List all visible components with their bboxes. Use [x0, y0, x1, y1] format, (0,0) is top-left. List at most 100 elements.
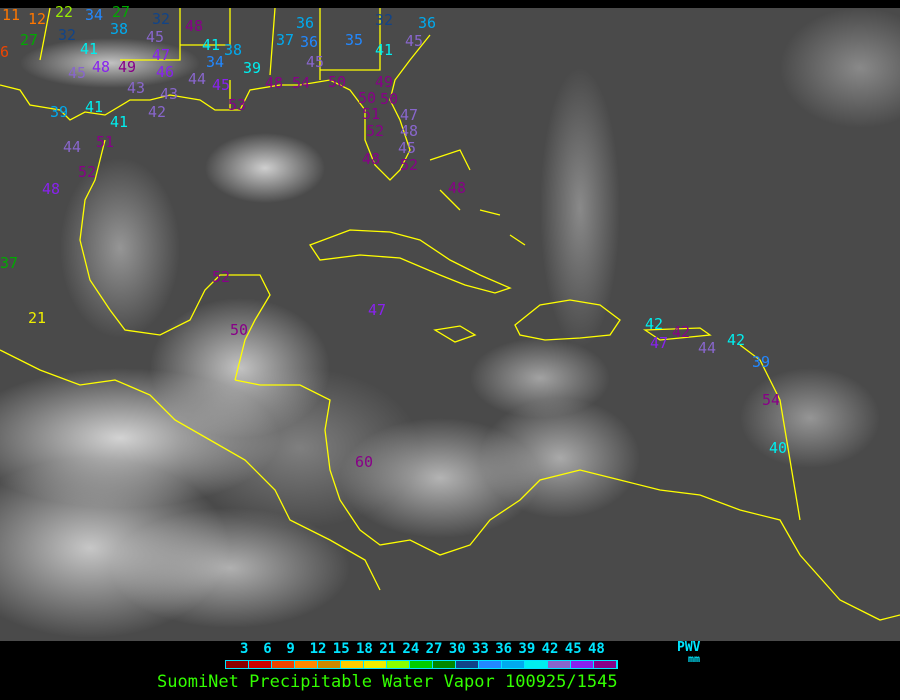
station-pwv-value: 39 — [752, 353, 771, 371]
legend-tick: 48 — [588, 641, 605, 657]
station-pwv-value: 41 — [202, 36, 221, 54]
station-pwv-value: 36 — [296, 14, 315, 32]
station-pwv-value: 47 — [368, 301, 387, 319]
station-pwv-value: 45 — [405, 32, 424, 50]
station-pwv-value: 41 — [110, 113, 129, 131]
station-pwv-value: 36 — [418, 14, 437, 32]
station-pwv-value: 48 — [185, 17, 204, 35]
station-pwv-value: 42 — [727, 331, 746, 349]
station-pwv-value: 12 — [28, 10, 47, 28]
station-pwv-value: 6 — [0, 43, 10, 61]
station-pwv-value: 50 — [358, 89, 377, 107]
station-pwv-value: 45 — [398, 139, 417, 157]
puerto-rico — [642, 327, 712, 341]
legend-tick: 3 — [240, 641, 249, 657]
station-pwv-value: 32 — [58, 26, 77, 44]
station-pwv-value: 43 — [160, 85, 179, 103]
station-pwv-value: 53 — [228, 96, 247, 114]
station-pwv-value: 41 — [85, 98, 104, 116]
legend-swatch — [456, 661, 479, 668]
station-pwv-value: 44 — [63, 138, 82, 156]
station-pwv-value: 41 — [375, 41, 394, 59]
station-pwv-value: 27 — [112, 3, 131, 21]
station-pwv-value: 38 — [110, 20, 129, 38]
station-pwv-value: 50 — [380, 90, 399, 108]
station-pwv-value: 45 — [146, 28, 165, 46]
station-pwv-value: 45 — [306, 53, 325, 71]
station-pwv-value: 60 — [355, 453, 374, 471]
station-pwv-value: 44 — [698, 339, 717, 357]
station-pwv-value: 39 — [243, 59, 262, 77]
bahamas — [429, 149, 526, 246]
legend-swatch — [502, 661, 525, 668]
station-pwv-value: 38 — [224, 41, 243, 59]
station-pwv-value: 41 — [80, 40, 99, 58]
cuba — [309, 229, 512, 294]
station-pwv-value: 11 — [2, 6, 21, 24]
legend-tick: 45 — [564, 641, 582, 657]
color-legend: 3 6 9 12 15 18 21 24 27 30 33 36 39 42 45 48 — [0, 641, 900, 700]
station-pwv-value: 49 — [375, 73, 394, 91]
station-pwv-value: 52 — [78, 163, 97, 181]
station-pwv-value: 34 — [206, 53, 225, 71]
jamaica — [433, 325, 477, 343]
station-pwv-value: 47 — [400, 106, 419, 124]
hispaniola — [514, 299, 621, 341]
station-pwv-value: 21 — [28, 309, 47, 327]
station-pwv-value: 48 — [400, 122, 419, 140]
station-pwv-value: 42 — [148, 103, 167, 121]
station-pwv-value: 51 — [96, 133, 115, 151]
station-pwv-value: 45 — [212, 76, 231, 94]
legend-swatch — [479, 661, 502, 668]
legend-tick: 21 — [379, 641, 397, 657]
legend-tick: 30 — [448, 641, 466, 657]
legend-swatch — [341, 661, 364, 668]
legend-tick: 27 — [425, 641, 443, 657]
map-title: SuomiNet Precipitable Water Vapor 100925… — [157, 672, 618, 692]
legend-tick: 42 — [541, 641, 559, 657]
station-pwv-value: 52 — [212, 268, 231, 286]
station-pwv-value: 34 — [85, 6, 104, 24]
legend-swatch — [410, 661, 433, 668]
legend-tick: 18 — [356, 641, 373, 657]
legend-tick: 9 — [286, 641, 295, 657]
station-pwv-value: 36 — [300, 33, 319, 51]
station-pwv-value: 32 — [375, 11, 394, 29]
legend-swatch — [318, 661, 341, 668]
legend-tick: 6 — [263, 641, 272, 657]
station-pwv-value: 54 — [292, 74, 311, 92]
legend-swatch — [571, 661, 594, 668]
station-pwv-value: 32 — [152, 10, 171, 28]
legend-swatch — [525, 661, 548, 668]
station-pwv-value: 40 — [769, 439, 788, 457]
station-pwv-value: 48 — [92, 58, 111, 76]
station-pwv-value: 47 — [650, 334, 669, 352]
legend-tick: 33 — [472, 641, 489, 657]
station-pwv-value: 35 — [345, 31, 364, 49]
legend-swatch — [548, 661, 571, 668]
mexico-pacific-coast — [0, 349, 381, 591]
station-pwv-value: 48 — [42, 180, 61, 198]
station-pwv-value: 39 — [50, 103, 69, 121]
lesser-antilles — [739, 344, 801, 521]
gulf-coast — [0, 34, 431, 181]
legend-swatch — [295, 661, 318, 668]
station-pwv-value: 54 — [762, 391, 781, 409]
station-pwv-value: 45 — [68, 64, 87, 82]
station-pwv-value: 46 — [156, 63, 175, 81]
legend-unit-label: PWV — [677, 640, 701, 655]
station-pwv-value: 43 — [127, 79, 146, 97]
legend-tick: 39 — [518, 641, 536, 657]
station-pwv-value: 52 — [400, 156, 419, 174]
station-pwv-value: 37 — [0, 254, 19, 272]
legend-swatch — [387, 661, 410, 668]
legend-tick: 15 — [332, 641, 350, 657]
station-pwv-value: 47 — [152, 46, 171, 64]
station-pwv-value: 50 — [328, 73, 347, 91]
legend-unit: mm — [688, 654, 701, 665]
station-pwv-value: 52 — [366, 122, 385, 140]
legend-tick: 24 — [402, 641, 420, 657]
legend-swatch — [594, 661, 617, 668]
station-pwv-value: 48 — [448, 179, 467, 197]
